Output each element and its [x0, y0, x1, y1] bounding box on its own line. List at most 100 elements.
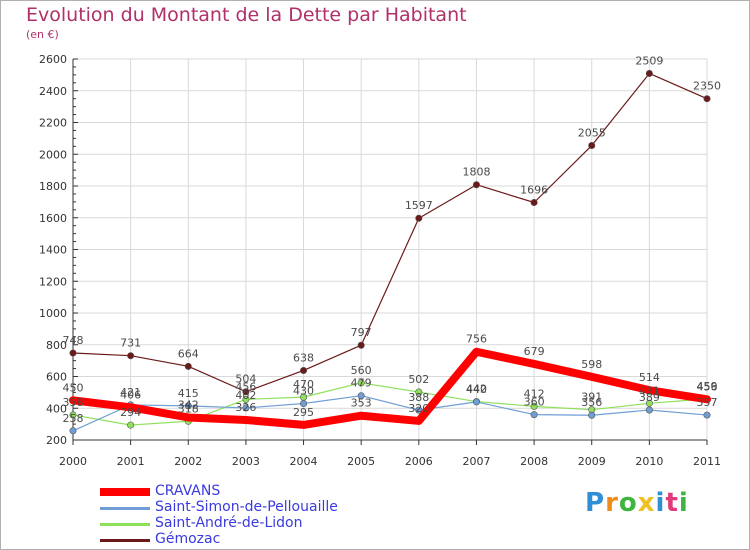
data-label: 2055 [578, 127, 606, 140]
series-line [72, 382, 708, 426]
data-point [473, 348, 480, 355]
logo-letter: P [585, 488, 606, 518]
data-label: 679 [524, 345, 545, 358]
x-tick-label: 2003 [232, 455, 260, 468]
data-label: 502 [408, 373, 429, 386]
data-point [70, 397, 76, 404]
data-label: 1597 [405, 199, 433, 212]
data-label: 442 [466, 383, 487, 396]
legend-item: Saint-André-de-Lidon [100, 515, 360, 532]
proxiti-logo: Proxiti [585, 488, 689, 518]
data-point [357, 392, 365, 400]
data-point [472, 398, 480, 406]
data-label: 756 [466, 333, 487, 346]
x-tick-label: 2009 [578, 455, 606, 468]
data-point [531, 360, 538, 367]
data-label: 357 [697, 396, 718, 409]
data-point [472, 181, 480, 189]
data-point [646, 387, 653, 394]
data-label: 406 [120, 388, 141, 401]
data-label: 560 [351, 364, 372, 377]
data-label: 440 [466, 383, 487, 396]
data-point [127, 352, 135, 360]
data-point [242, 416, 249, 423]
data-label: 479 [351, 377, 372, 390]
data-label: 342 [178, 398, 199, 411]
data-label: 456 [697, 380, 718, 393]
data-point [300, 421, 307, 428]
y-tick-label: 1400 [39, 244, 67, 257]
data-label: 294 [120, 406, 141, 419]
y-tick-label: 600 [46, 371, 67, 384]
data-point [242, 395, 250, 403]
legend-label: Saint-Simon-de-Pellouaille [155, 499, 338, 515]
logo-letter: r [605, 488, 619, 518]
data-label: 318 [178, 402, 199, 415]
x-tick-label: 2010 [635, 455, 663, 468]
data-point [588, 411, 596, 419]
data-label: 731 [120, 337, 141, 350]
y-tick-label: 2600 [39, 53, 67, 66]
y-tick-label: 1600 [39, 212, 67, 225]
logo-letter: o [618, 488, 638, 518]
logo-letter: x [637, 488, 656, 518]
y-tick-label: 200 [46, 434, 67, 447]
data-point [69, 349, 77, 357]
data-label: 258 [63, 412, 84, 425]
data-label: 514 [639, 371, 660, 384]
data-point [645, 69, 653, 77]
data-point [704, 396, 710, 403]
series-line [72, 72, 708, 393]
x-tick-label: 2008 [520, 455, 548, 468]
data-label: 2509 [635, 54, 663, 67]
data-point [127, 421, 135, 429]
legend-label: Saint-André-de-Lidon [155, 515, 303, 531]
data-label: 358 [63, 396, 84, 409]
legend-swatch [100, 539, 150, 542]
data-point [703, 95, 711, 103]
data-label: 504 [235, 373, 256, 386]
data-label: 421 [120, 386, 141, 399]
data-point [300, 399, 308, 407]
y-tick-label: 1000 [39, 307, 67, 320]
data-point [242, 404, 250, 412]
x-tick-label: 2004 [290, 455, 318, 468]
data-point [184, 402, 192, 410]
y-tick-label: 2200 [39, 117, 67, 130]
data-label: 391 [581, 391, 602, 404]
data-label: 402 [235, 389, 256, 402]
data-point [703, 411, 711, 419]
x-tick-label: 2011 [693, 455, 721, 468]
data-point [184, 362, 192, 370]
legend-label: CRAVANS [155, 483, 221, 499]
series-line [72, 395, 708, 432]
data-point [127, 404, 134, 411]
data-point [415, 417, 422, 424]
data-point [530, 411, 538, 419]
y-tick-label: 2400 [39, 85, 67, 98]
x-tick-label: 2001 [117, 455, 145, 468]
data-label: 598 [581, 358, 602, 371]
legend-item: Gémozac [100, 531, 360, 548]
data-label: 389 [639, 391, 660, 404]
data-point [415, 214, 423, 222]
data-label: 326 [235, 401, 256, 414]
data-label: 450 [63, 381, 84, 394]
chart-subtitle: (en €) [26, 28, 59, 41]
data-label: 353 [351, 397, 372, 410]
data-point [645, 406, 653, 414]
data-point [300, 366, 308, 374]
x-tick-label: 2000 [59, 455, 87, 468]
legend-item: Saint-Simon-de-Pellouaille [100, 499, 360, 516]
data-point [185, 414, 192, 421]
x-tick-label: 2005 [347, 455, 375, 468]
y-tick-label: 800 [46, 339, 67, 352]
y-tick-label: 400 [46, 402, 67, 415]
legend-label: Gémozac [155, 531, 221, 547]
legend-swatch [100, 523, 150, 526]
data-label: 1808 [462, 166, 490, 179]
data-label: 470 [293, 378, 314, 391]
data-label: 356 [581, 396, 602, 409]
data-label: 388 [408, 391, 429, 404]
